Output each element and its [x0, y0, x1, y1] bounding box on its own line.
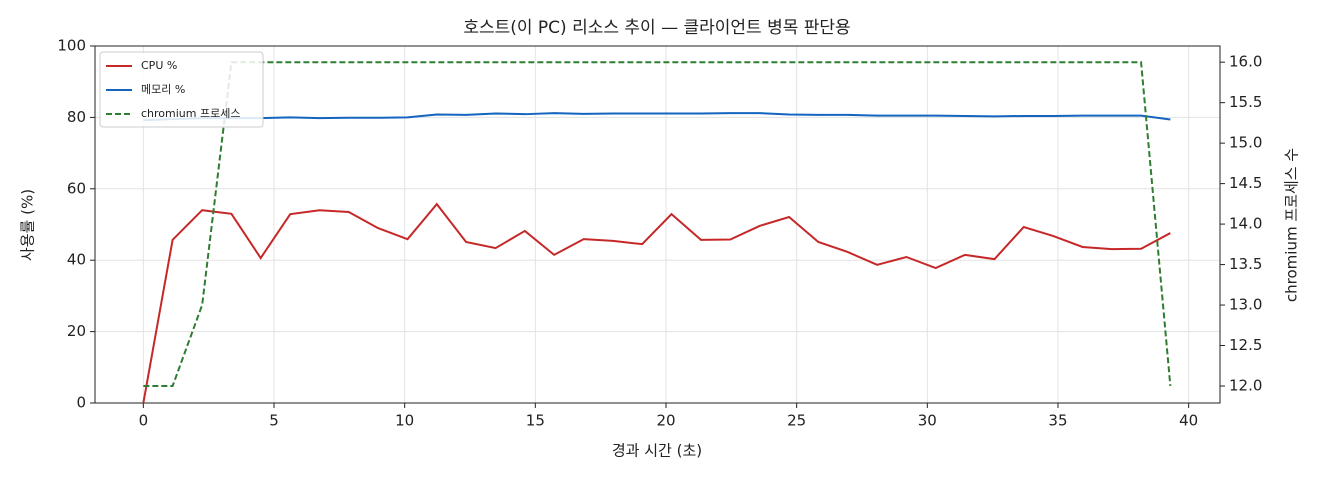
y-tick-label: 60 — [67, 179, 86, 197]
legend-box — [99, 51, 264, 128]
y2-tick-label: 15.0 — [1229, 134, 1262, 152]
x-tick-label: 10 — [395, 412, 414, 430]
y-tick-label: 80 — [67, 108, 86, 126]
y2-tick-label: 12.5 — [1229, 336, 1262, 354]
x-tick-label: 15 — [526, 412, 545, 430]
x-tick-label: 5 — [269, 412, 279, 430]
x-tick-label: 25 — [787, 412, 806, 430]
series-line — [143, 61, 1172, 387]
x-tick-label: 40 — [1179, 412, 1198, 430]
x-tick-label: 0 — [139, 412, 149, 430]
x-tick-label: 30 — [918, 412, 937, 430]
legend-label: chromium 프로세스 — [141, 107, 240, 120]
y2-tick-label: 13.5 — [1229, 255, 1262, 273]
y2-axis-label: chromium 프로세스 수 — [1283, 148, 1301, 302]
chart-title: 호스트(이 PC) 리소스 추이 — 클라이언트 병목 판단용 — [463, 18, 850, 38]
x-axis-label: 경과 시간 (초) — [612, 442, 702, 460]
series-line — [142, 202, 1171, 404]
legend: CPU % 메모리 % chromium 프로세스 — [99, 51, 264, 128]
y-tick-label: 0 — [76, 394, 86, 412]
series-line — [143, 112, 1171, 122]
x-tick-label: 35 — [1048, 412, 1067, 430]
y-axis-label: 사용률 (%) — [19, 189, 37, 261]
y2-tick-label: 15.5 — [1229, 93, 1262, 111]
y2-tick-label: 16.0 — [1229, 53, 1262, 71]
legend-label: CPU % — [141, 59, 177, 72]
x-tick-label: 20 — [656, 412, 675, 430]
y-tick-label: 20 — [67, 322, 86, 340]
legend-label: 메모리 % — [141, 83, 185, 96]
y2-tick-label: 14.0 — [1229, 215, 1262, 233]
y-tick-label: 40 — [67, 251, 86, 269]
y-tick-label: 100 — [57, 37, 86, 55]
plot-frame — [94, 45, 1221, 404]
y2-tick-label: 13.0 — [1229, 296, 1262, 314]
y2-tick-label: 12.0 — [1229, 377, 1262, 395]
y2-tick-label: 14.5 — [1229, 174, 1262, 192]
